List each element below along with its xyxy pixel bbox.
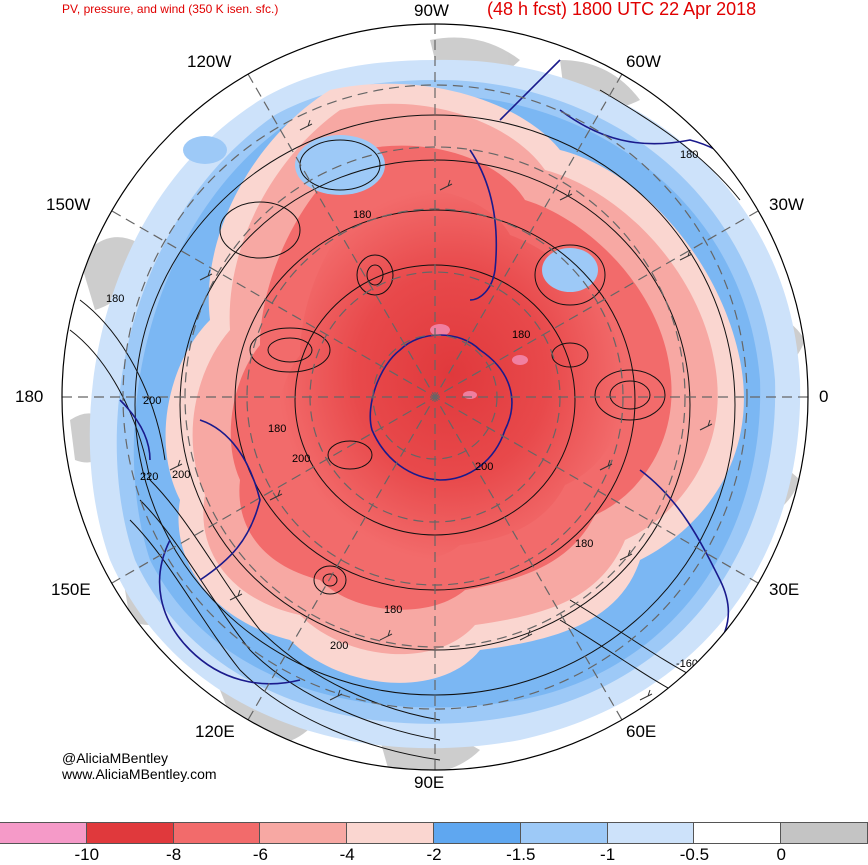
contour-label: 180 — [106, 293, 124, 305]
contour-label: 220 — [140, 471, 158, 483]
lon-label-30w: 30W — [769, 195, 804, 214]
colorbar-label: 0 — [776, 845, 786, 864]
graticule — [62, 24, 808, 770]
colorbar-swatch — [346, 822, 434, 844]
blue-pockets — [183, 135, 598, 292]
map-title-right: (48 h fcst) 1800 UTC 22 Apr 2018 — [487, 0, 757, 19]
colorbar-swatch — [85, 822, 174, 844]
lon-label-90w: 90W — [414, 1, 449, 20]
credit-website: www.AliciaMBentley.com — [62, 766, 217, 782]
colorbar-swatch — [0, 822, 87, 844]
credit-handle: @AliciaMBentley — [62, 750, 169, 766]
colorbar-label: -4 — [339, 845, 355, 864]
pv-colorbar — [0, 822, 868, 844]
colorbar-label: -10 — [74, 845, 100, 864]
contour-label: 200 — [475, 461, 493, 473]
contour-label: 180 — [680, 149, 698, 161]
contour-value-labels: 180 180 180 200 180 200 200 200 180 180 … — [106, 149, 698, 670]
contour-label: 180 — [575, 538, 593, 550]
contour-label: 180 — [384, 604, 402, 616]
contour-label: 200 — [172, 469, 190, 481]
colorbar-label: -8 — [166, 845, 182, 864]
lon-label-150e: 150E — [51, 580, 91, 599]
contour-label: 200 — [292, 453, 310, 465]
contour-label: 180 — [353, 209, 371, 221]
colorbar-label: -1 — [600, 845, 616, 864]
polar-stereographic-map: 180 180 180 200 180 200 200 200 180 180 … — [61, 23, 809, 771]
contour-label: 180 — [512, 329, 530, 341]
pv-field: 180 180 180 200 180 200 200 200 180 180 … — [62, 24, 808, 770]
map-border — [61, 23, 809, 771]
pv-contour-minus-8 — [277, 187, 626, 562]
lon-label-0: 0 — [819, 387, 829, 406]
lon-label-60e: 60E — [626, 722, 657, 741]
colorbar-swatch — [693, 822, 782, 844]
lon-label-120e: 120E — [195, 722, 235, 741]
colorbar-label: -2 — [426, 845, 442, 864]
wind-barbs — [169, 119, 713, 701]
contour-label: 180 — [268, 423, 286, 435]
colorbar-swatch — [780, 822, 868, 844]
contour-label: 200 — [143, 395, 161, 407]
colorbar-swatch — [606, 822, 695, 844]
lon-label-150w: 150W — [46, 195, 91, 214]
colorbar-label: -6 — [252, 845, 268, 864]
colorbar-label: -1.5 — [506, 845, 536, 864]
lon-label-180: 180 — [15, 387, 44, 406]
colorbar-swatch — [432, 822, 521, 844]
lon-label-90e: 90E — [414, 773, 445, 792]
colorbar-swatch — [519, 822, 608, 844]
colorbar-swatch — [259, 822, 348, 844]
lon-label-30e: 30E — [769, 580, 800, 599]
colorbar-label: -0.5 — [679, 845, 710, 864]
colorbar-swatch — [172, 822, 261, 844]
lon-label-120w: 120W — [187, 52, 232, 71]
map-title-left: PV, pressure, and wind (350 K isen. sfc.… — [62, 2, 279, 16]
lon-label-60w: 60W — [626, 52, 661, 71]
contour-label: 200 — [330, 640, 348, 652]
